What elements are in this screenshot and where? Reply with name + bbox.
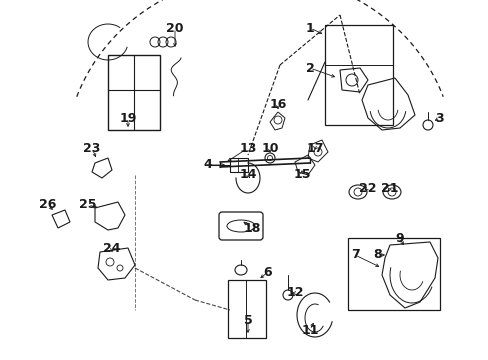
Text: 13: 13: [239, 141, 256, 154]
Text: 23: 23: [83, 141, 101, 154]
Text: 22: 22: [359, 181, 376, 194]
Text: 8: 8: [373, 248, 382, 261]
Text: 12: 12: [285, 287, 303, 300]
Bar: [229, 158, 247, 172]
Text: 14: 14: [239, 168, 256, 181]
Text: 20: 20: [166, 22, 183, 35]
Text: 2: 2: [305, 62, 314, 75]
Text: 9: 9: [395, 231, 404, 244]
Text: 7: 7: [350, 248, 359, 261]
Text: 10: 10: [261, 141, 278, 154]
Text: 6: 6: [263, 266, 272, 279]
Text: 15: 15: [293, 168, 310, 181]
Bar: [325, 25, 392, 125]
Text: 11: 11: [301, 324, 318, 337]
Text: 25: 25: [79, 198, 97, 211]
Text: 3: 3: [435, 112, 444, 125]
Text: 16: 16: [269, 99, 286, 112]
Text: 1: 1: [305, 22, 314, 35]
Bar: [108, 55, 160, 130]
Text: 19: 19: [119, 112, 137, 125]
Text: 24: 24: [103, 242, 121, 255]
Text: 4: 4: [203, 158, 212, 171]
Text: 26: 26: [39, 198, 57, 211]
Text: 5: 5: [243, 314, 252, 327]
Bar: [227, 280, 265, 338]
Text: 17: 17: [305, 141, 323, 154]
Bar: [347, 238, 439, 310]
Text: 21: 21: [381, 181, 398, 194]
Text: 18: 18: [243, 221, 260, 234]
